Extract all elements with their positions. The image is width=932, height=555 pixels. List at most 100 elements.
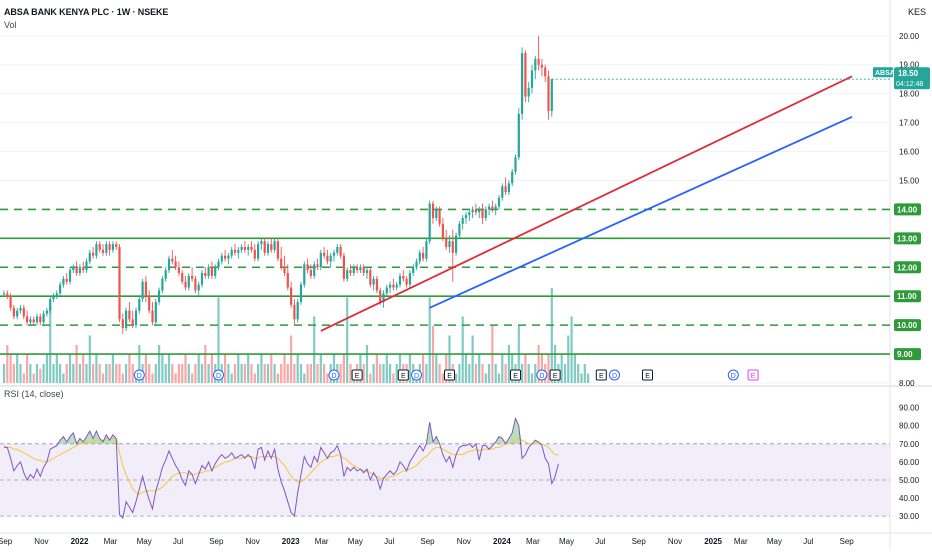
volume-bar: [2, 364, 6, 383]
candle-body: [26, 316, 29, 323]
dividend-marker: [536, 369, 548, 381]
volume-bar: [171, 364, 174, 383]
dividend-marker: [328, 369, 340, 381]
rsi-label[interactable]: RSI (14, close): [4, 389, 64, 399]
candle-body: [78, 267, 81, 274]
volume-bar: [144, 354, 147, 383]
dividend-marker: [213, 369, 224, 381]
candle-body: [478, 209, 481, 213]
candle-body: [309, 270, 312, 276]
candle-body: [303, 264, 306, 285]
rsi-tick-label: 40.00: [899, 494, 920, 503]
dividend-marker-label: D: [414, 373, 419, 380]
dividend-marker-label: D: [332, 373, 337, 380]
volume-bar: [45, 354, 48, 383]
volume-bar: [550, 288, 553, 383]
price-tick-label: 19.00: [899, 61, 920, 70]
candle-body: [12, 307, 15, 317]
candle-body: [438, 209, 441, 224]
volume-bar: [530, 373, 534, 383]
volume-bar: [200, 364, 204, 383]
volume-bar: [441, 373, 444, 383]
earnings-marker-label: E: [513, 373, 518, 380]
candle-body: [174, 261, 177, 268]
volume-bar: [534, 364, 537, 383]
volume-bar: [59, 364, 62, 383]
candle-body: [507, 183, 510, 193]
time-tick-label: Nov: [457, 537, 471, 546]
rsi-tick-label: 50.00: [899, 476, 920, 485]
volume-bar: [560, 354, 563, 383]
volume-bar: [365, 345, 369, 383]
volume-bar: [504, 364, 507, 383]
volume-bar: [29, 364, 32, 383]
candle-body: [385, 287, 388, 294]
volume-bar: [68, 354, 72, 383]
volume-bar: [507, 345, 510, 383]
candle-body: [39, 316, 42, 323]
trendlines: [320, 75, 853, 332]
volume-label[interactable]: Vol: [4, 20, 17, 30]
price-tick-label: 20.00: [899, 32, 920, 41]
volume-bar: [273, 364, 276, 383]
candle-body: [412, 267, 415, 274]
volume-bar: [332, 354, 336, 383]
volume-bar: [250, 364, 253, 383]
price-tag-countdown: 04:12:48: [896, 81, 923, 88]
candle-body: [171, 258, 174, 262]
candle-body: [151, 310, 154, 323]
dividend-marker: [133, 369, 145, 381]
volume-bar: [88, 335, 91, 383]
volume-bar: [98, 364, 101, 383]
volume-bar: [128, 354, 131, 383]
volume-bar: [583, 364, 586, 383]
candle-body: [144, 281, 147, 297]
candle-body: [257, 244, 260, 259]
volume-bar: [95, 354, 98, 383]
price-tag-box: [894, 67, 930, 90]
volume-bar: [497, 373, 501, 383]
candle-body: [214, 267, 217, 276]
candle-body: [253, 249, 256, 259]
candle-body: [88, 252, 91, 262]
currency-label[interactable]: KES: [907, 7, 926, 17]
level-label-box: [894, 203, 921, 216]
candle-body: [517, 113, 520, 158]
earnings-marker-label: E: [553, 373, 558, 380]
level-label-box: [894, 232, 921, 245]
volume-bar: [75, 345, 78, 383]
volume-bar: [111, 354, 114, 383]
candle-body: [187, 275, 190, 288]
volume-bar: [92, 364, 95, 383]
candle-body: [204, 273, 207, 276]
candle-body: [342, 255, 345, 279]
candle-body: [270, 244, 273, 250]
earnings-marker: [351, 369, 363, 381]
candle-body: [263, 241, 266, 253]
candle-body: [359, 267, 362, 271]
volume-bar: [240, 364, 243, 383]
candle-body: [451, 241, 454, 253]
time-tick-label: 2025: [704, 537, 722, 546]
candle-body: [52, 296, 55, 300]
volume-bar: [12, 364, 15, 383]
volume-bar: [511, 354, 514, 383]
candle-body: [313, 264, 316, 276]
time-tick-label: Nov: [34, 537, 48, 546]
candle-body: [233, 249, 237, 253]
candle-body: [497, 197, 501, 207]
candle-body: [191, 275, 194, 279]
level-label: 9.00: [897, 350, 913, 359]
time-tick-label: Sep: [632, 537, 647, 546]
candle-body: [280, 258, 283, 268]
volume-bar: [455, 373, 458, 383]
volume-bar: [184, 354, 187, 383]
volume-bar: [270, 354, 273, 383]
symbol-title[interactable]: ABSA BANK KENYA PLC · 1W · NSEKE: [4, 7, 169, 17]
volume-bar: [65, 364, 68, 383]
volume-bar: [108, 364, 111, 383]
candle-body: [108, 244, 111, 250]
